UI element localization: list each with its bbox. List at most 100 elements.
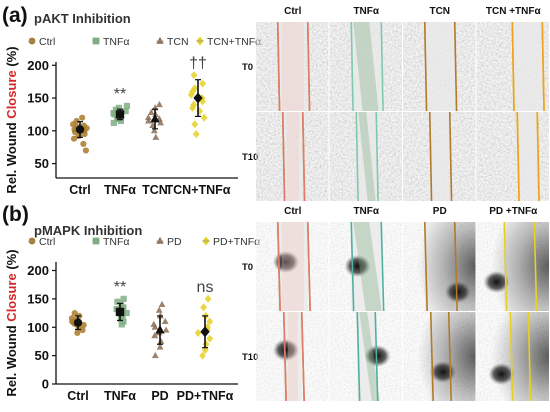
micrograph-tile [256, 221, 329, 312]
image-column-label: TNFα [353, 6, 379, 17]
data-point [150, 127, 158, 134]
wound-edge-line [374, 311, 379, 402]
mean-marker [150, 113, 160, 123]
y-axis-label-part: Rel. Wound [4, 119, 19, 194]
y-tick-label: 100 [27, 123, 49, 138]
data-point [122, 108, 129, 115]
series-group [110, 102, 131, 127]
legend-label: PD [167, 236, 182, 248]
cell-cluster [445, 281, 471, 303]
legend: Ctrl TNFα TCN TCN+TNFα [28, 36, 261, 48]
data-point [114, 298, 121, 305]
image-row-label: T10 [242, 352, 258, 363]
legend-marker-line [156, 40, 164, 42]
legend-item: Ctrl [28, 36, 55, 48]
significance-label: ** [114, 279, 126, 296]
gap-shade [287, 312, 298, 401]
wound-gap [356, 112, 377, 201]
data-point [73, 117, 80, 125]
data-point [70, 135, 78, 142]
cell-cluster [488, 363, 515, 385]
wound-edge-line [306, 221, 311, 312]
legend-marker-line [202, 240, 210, 242]
legend-item: PD [156, 236, 182, 248]
mean-marker [73, 318, 83, 327]
data-point [71, 309, 78, 317]
data-point [156, 100, 163, 108]
image-column-label: Ctrl [284, 206, 301, 217]
vignette [476, 222, 549, 311]
data-point [82, 147, 90, 154]
micrograph-tile [476, 111, 549, 202]
data-point [201, 345, 209, 354]
legend-item: TCN [156, 36, 189, 48]
micrograph-tile [403, 111, 476, 202]
data-point [151, 351, 159, 359]
wound-edge-line [281, 111, 286, 202]
chart-title: pAKT Inhibition [34, 11, 131, 26]
image-column-label: TCN +TNFα [486, 6, 542, 17]
y-tick-label: 50 [35, 348, 49, 363]
wound-gap [282, 112, 303, 201]
mean-marker [193, 92, 203, 104]
legend-item: TNFα [92, 36, 129, 48]
legend-label: PD+TNFα [213, 236, 260, 248]
data-point [200, 303, 207, 312]
image-column-label: PD +TNFα [489, 206, 538, 217]
wound-edge-line [301, 111, 306, 202]
data-point [118, 301, 125, 308]
wound-gap [351, 22, 382, 111]
panel-label: (b) [2, 203, 29, 226]
data-point [80, 140, 87, 148]
panel-a-micrographs: Ctrl TNFα TCN TCN +TNFα T0 T10 [242, 6, 549, 202]
y-axis-label-part: (%) [4, 46, 19, 70]
wound-gap [429, 112, 450, 201]
legend-label: TNFα [103, 236, 129, 248]
y-tick-label: 0 [42, 377, 49, 392]
wound-edge-line [516, 111, 520, 202]
data-point [147, 108, 155, 115]
legend-label: TNFα [103, 36, 129, 48]
micrograph-tile [476, 21, 549, 112]
data-point [145, 117, 152, 124]
micrograph-tile [403, 21, 476, 112]
legend: Ctrl TNFα PD PD+TNFα [28, 236, 260, 248]
mean-marker [200, 326, 210, 338]
data-point [189, 103, 196, 112]
x-category-label: PD [151, 389, 168, 403]
cell-cluster [273, 339, 299, 361]
data-point [157, 119, 165, 126]
legend-marker-line [28, 240, 36, 242]
gap-shade [359, 312, 380, 401]
legend-label: TCN [167, 36, 189, 48]
data-point [79, 114, 86, 121]
micrograph-tile [329, 221, 402, 312]
y-tick-label: 50 [35, 156, 49, 171]
y-tick-label: 150 [27, 91, 49, 106]
y-axis-label-part: Closure [4, 70, 19, 118]
data-point [156, 343, 164, 350]
data-point [190, 100, 198, 109]
wound-edge-line [276, 221, 281, 312]
cell-cluster [430, 361, 456, 383]
image-row-label: T0 [242, 262, 253, 273]
y-axis-label-part: Rel. Wound [4, 322, 19, 397]
wound-edge-line [429, 311, 434, 402]
panel-label: (a) [2, 4, 28, 27]
gap-shade [353, 22, 379, 111]
data-point [199, 351, 207, 360]
x-category-label: TCN [142, 183, 168, 197]
data-point [152, 133, 160, 140]
data-point [162, 326, 170, 333]
y-axis-label-part: (%) [4, 249, 19, 273]
significance-label: ** [114, 86, 126, 103]
wound-edge-line [350, 221, 355, 312]
legend-marker-line [92, 240, 100, 242]
cell-cluster [364, 345, 391, 367]
data-point [120, 295, 127, 302]
x-category-label: TNFα [104, 389, 136, 403]
data-point [110, 119, 117, 127]
y-axis-label: Rel. Wound Closure (%) [4, 46, 19, 193]
